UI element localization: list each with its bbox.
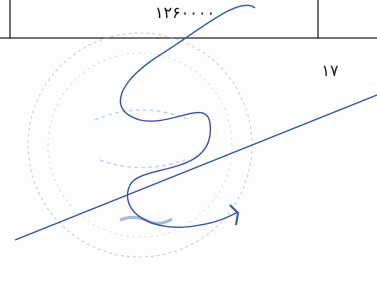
page: ۱۲۶۰۰۰۰ ۱۷ bbox=[0, 0, 377, 284]
page-number: ۱۷ bbox=[321, 61, 339, 80]
table-cell: ۱۲۶۰۰۰۰ bbox=[155, 3, 215, 22]
paper bbox=[0, 0, 377, 284]
